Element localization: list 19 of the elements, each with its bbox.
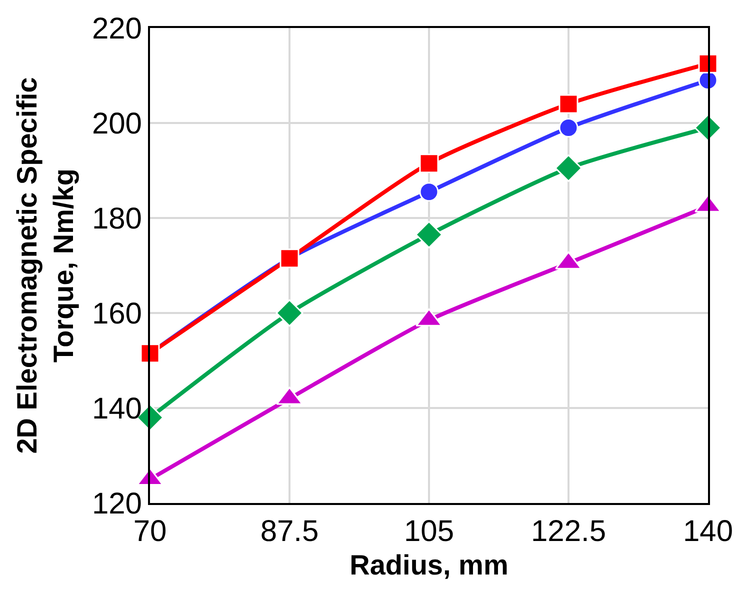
y-tick-label: 180 bbox=[92, 202, 142, 236]
point bbox=[698, 54, 718, 74]
x-axis-title: Radius, mm bbox=[350, 550, 508, 581]
point bbox=[415, 220, 443, 248]
point bbox=[419, 154, 439, 174]
x-tick-label: 122.5 bbox=[530, 515, 606, 548]
point bbox=[276, 299, 304, 327]
y-tick-label: 160 bbox=[92, 298, 142, 330]
y-axis-title: 2D Electromagnetic Specific Torque, Nm/kg bbox=[12, 77, 80, 454]
y-tick-label: 200 bbox=[92, 108, 142, 140]
point bbox=[558, 94, 578, 114]
x-tick-label: 87.5 bbox=[260, 515, 319, 548]
y-tick-label: 140 bbox=[92, 392, 142, 426]
point bbox=[419, 182, 439, 202]
point bbox=[558, 118, 578, 138]
x-tick-label: 140 bbox=[682, 515, 734, 548]
y-tick-label: 220 bbox=[92, 12, 142, 46]
x-tick-label: 105 bbox=[404, 515, 454, 548]
point bbox=[554, 154, 582, 182]
